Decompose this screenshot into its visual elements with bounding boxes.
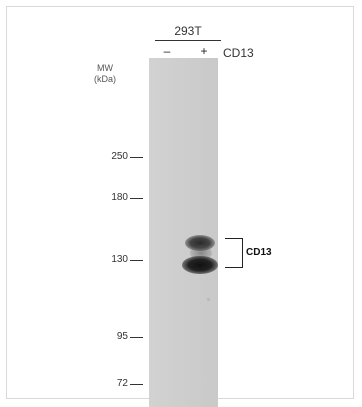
band-bracket [225, 238, 243, 268]
target-label: CD13 [223, 46, 254, 60]
blot-membrane [149, 58, 218, 407]
mw-title-line2: (kDa) [94, 74, 116, 84]
membrane-speck [207, 298, 210, 301]
cell-line-label: 293T [174, 24, 202, 38]
cell-line-underline [155, 40, 221, 41]
marker-tick-180 [130, 198, 143, 199]
lane-plus-label: + [200, 44, 208, 58]
marker-tick-95 [130, 337, 143, 338]
marker-label-130: 130 [111, 254, 128, 265]
marker-label-250: 250 [111, 151, 128, 162]
lane-minus-label: – [163, 44, 171, 58]
figure-frame: 293T – + CD13 MW (kDa) 250 180 130 95 72… [6, 6, 354, 407]
marker-tick-72 [130, 384, 143, 385]
marker-label-72: 72 [116, 378, 128, 389]
marker-label-95: 95 [116, 331, 128, 342]
band-annotation-label: CD13 [246, 247, 272, 258]
marker-tick-130 [130, 260, 143, 261]
marker-tick-250 [130, 157, 143, 158]
mw-title: MW (kDa) [85, 63, 125, 85]
band-lower [182, 256, 218, 274]
marker-label-180: 180 [111, 192, 128, 203]
mw-title-line1: MW [97, 63, 113, 73]
